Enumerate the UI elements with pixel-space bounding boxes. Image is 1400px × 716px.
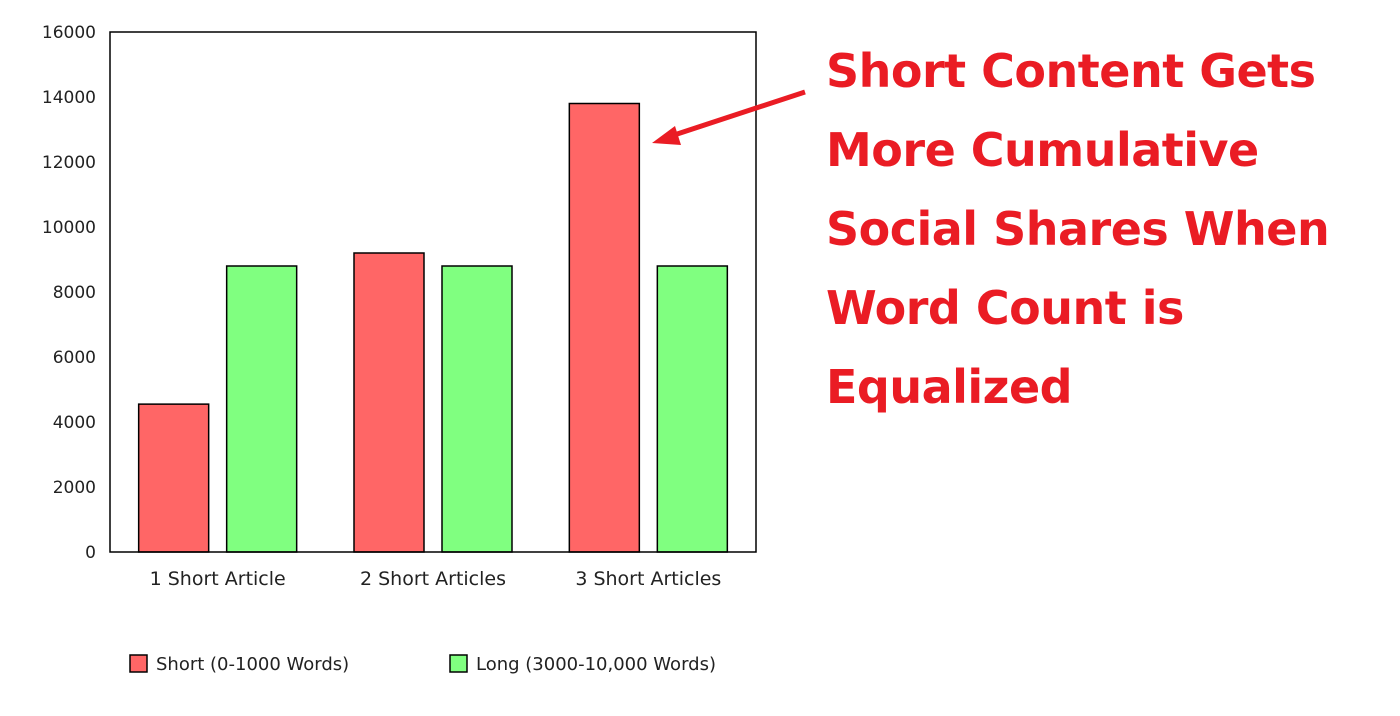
y-tick-label: 0 [85,543,96,563]
bar [225,265,298,553]
y-tick-label: 14000 [42,88,96,108]
legend-label: Long (3000-10,000 Words) [476,654,716,675]
y-tick-label: 10000 [42,218,96,238]
annotation-text: Short Content Gets More Cumulative Socia… [826,32,1396,427]
y-tick-label: 4000 [53,413,96,433]
x-tick-label: 2 Short Articles [360,568,506,590]
bar [441,265,513,553]
bar [137,403,210,553]
annotation-line: Short Content Gets [826,44,1316,98]
legend-swatch [449,654,468,673]
y-tick-label: 16000 [42,23,96,43]
bar-series-group [137,102,729,553]
y-tick-label: 8000 [53,283,96,303]
bar [568,102,641,553]
y-tick-label: 6000 [53,348,96,368]
annotation-line: Equalized [826,360,1073,414]
annotation-line: Social Shares When [826,202,1330,256]
plot-frame [109,31,757,553]
y-tick-label: 12000 [42,153,96,173]
legend-swatch [129,654,148,673]
annotation-line: Word Count is [826,281,1184,335]
annotation-arrow [652,89,806,145]
annotation-line: More Cumulative [826,123,1259,177]
bar [656,265,729,553]
legend-label: Short (0-1000 Words) [156,654,349,675]
x-axis-labels: 1 Short Article 2 Short Articles 3 Short A… [150,568,722,590]
y-tick-label: 2000 [53,478,96,498]
legend: Short (0-1000 Words) Long (3000-10,000 Wo… [129,654,716,675]
y-axis-ticks: 0 2000 4000 6000 8000 10000 12000 14000 16000 [42,23,96,563]
bar [353,252,425,553]
x-tick-label: 3 Short Articles [575,568,721,590]
x-tick-label: 1 Short Article [150,568,286,590]
